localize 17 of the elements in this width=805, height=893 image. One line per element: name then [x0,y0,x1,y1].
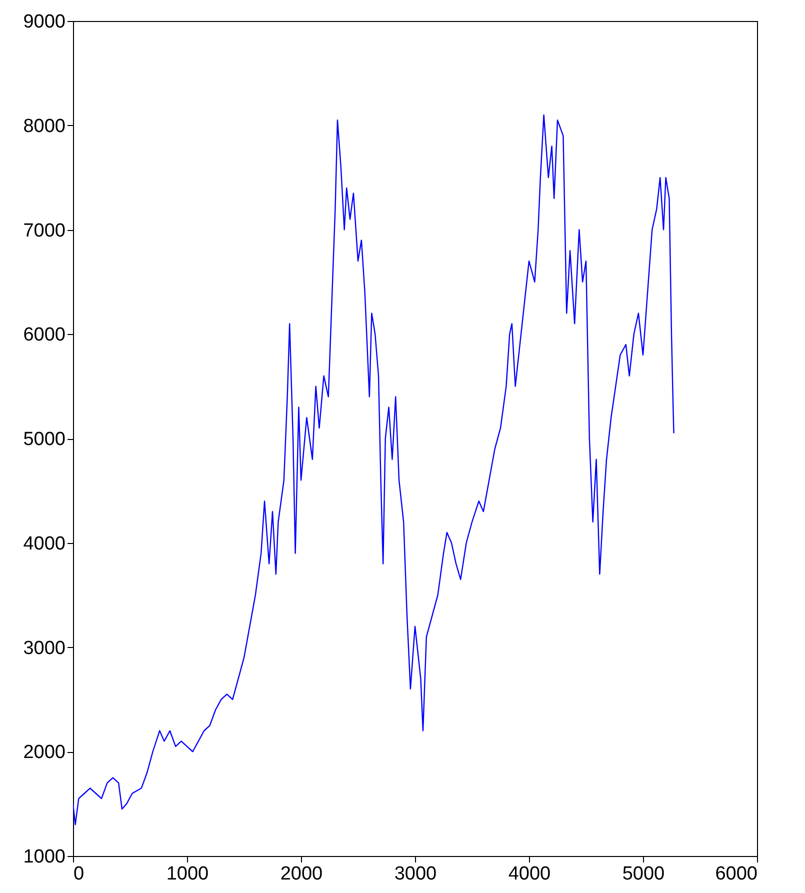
y-tick-label: 4000 [23,533,66,554]
x-tick-label: 4000 [508,864,551,884]
y-tick-label: 7000 [23,220,66,242]
y-tick-label: 3000 [23,638,66,659]
y-tick-label: 2000 [23,742,66,764]
x-tick-label: 2000 [280,864,323,884]
x-tick-label: 6000 [715,864,758,884]
line-series [73,114,674,826]
y-tick-label: 5000 [23,429,66,450]
x-tick-label: 1000 [166,864,209,884]
y-tick-label: 9000 [23,12,66,32]
y-tick-label: 1000 [23,846,66,868]
x-tick-label: 0 [74,864,84,884]
x-tick-label: 5000 [622,864,665,884]
y-tick-label: 8000 [23,116,66,137]
x-tick-label: 3000 [394,864,437,884]
y-tick-label: 6000 [23,324,66,346]
